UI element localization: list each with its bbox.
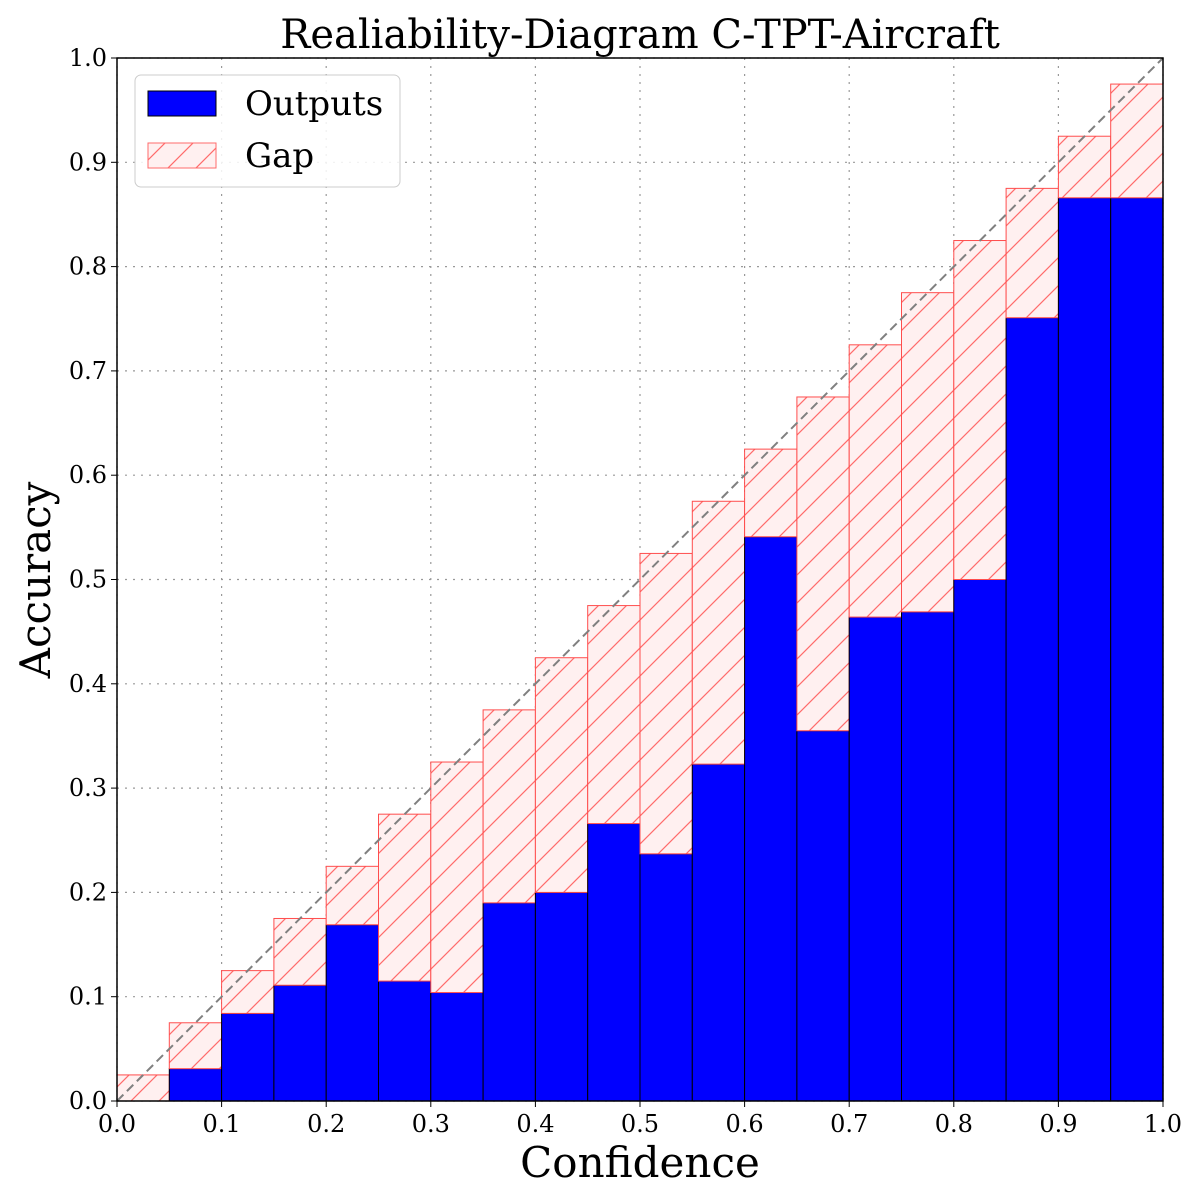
y-tick-label: 0.0 (69, 1087, 107, 1115)
x-tick-label: 0.6 (726, 1110, 764, 1138)
perfect-calibration-line (116, 57, 1164, 1102)
y-tick-label: 0.8 (69, 253, 107, 281)
y-axis-label: Accuracy (11, 481, 60, 679)
gap-bar (1110, 83, 1164, 199)
y-tick-label: 0.2 (69, 878, 107, 906)
output-bar (221, 1012, 275, 1102)
gap-bar (325, 865, 380, 926)
gap-bar (534, 657, 589, 893)
output-bar (1057, 197, 1112, 1102)
output-bar (534, 891, 589, 1102)
y-tick-label: 0.5 (69, 566, 107, 594)
gap-bar (116, 1074, 170, 1102)
output-bar (639, 853, 693, 1102)
y-tick-label: 0.4 (69, 670, 107, 698)
gap-bar (901, 292, 955, 613)
output-bar (378, 980, 432, 1102)
output-bar (430, 992, 484, 1102)
chart-title: Realiability-Diagram C-TPT-Aircraft (280, 12, 1000, 58)
legend-swatch-gap (147, 142, 217, 169)
legend-label-gap: Gap (245, 136, 314, 176)
y-tick-label: 0.3 (69, 774, 107, 802)
gap-bar (430, 761, 484, 994)
gap-bar (221, 970, 275, 1014)
y-tick-label: 0.7 (69, 357, 107, 385)
x-axis-label: Confidence (520, 1138, 760, 1187)
gap-bar (639, 552, 693, 855)
x-tick-label: 1.0 (1144, 1110, 1182, 1138)
y-tick-label: 0.6 (69, 461, 107, 489)
x-tick-label: 0.4 (516, 1110, 554, 1138)
output-bar (482, 902, 536, 1102)
output-bar (273, 984, 327, 1102)
gap-bar (482, 709, 536, 904)
output-bar (796, 730, 850, 1102)
output-bar (848, 616, 903, 1102)
output-bar (1110, 197, 1164, 1102)
gap-bar (953, 240, 1007, 580)
x-tick-label: 0.8 (935, 1110, 973, 1138)
output-bar (901, 611, 955, 1102)
gap-bar (796, 396, 850, 732)
x-tick-label: 0.2 (307, 1110, 345, 1138)
output-bar (168, 1068, 223, 1102)
gap-bar (587, 605, 641, 825)
gap-bar (378, 813, 432, 982)
x-tick-label: 0.0 (98, 1110, 136, 1138)
output-bar (1005, 317, 1059, 1102)
x-tick-label: 0.7 (830, 1110, 868, 1138)
gap-bar (273, 917, 327, 986)
x-tick-label: 0.5 (621, 1110, 659, 1138)
x-tick-label: 0.3 (412, 1110, 450, 1138)
y-tick-label: 1.0 (69, 44, 107, 72)
plot-frame (116, 57, 1164, 1102)
gap-bar (168, 1022, 223, 1070)
output-bar (744, 536, 798, 1102)
output-bar (691, 763, 746, 1102)
gap-bar (1005, 187, 1059, 319)
gap-bar (691, 500, 746, 765)
y-tick-label: 0.1 (69, 983, 107, 1011)
output-bar (325, 924, 380, 1102)
output-bar (587, 823, 641, 1102)
legend-swatch-outputs (147, 90, 217, 117)
legend-label-outputs: Outputs (245, 84, 383, 124)
y-tick-label: 0.9 (69, 148, 107, 176)
gap-bar (848, 344, 903, 618)
x-tick-label: 0.1 (203, 1110, 241, 1138)
gap-bar (744, 448, 798, 538)
output-bar (953, 579, 1007, 1102)
legend: Outputs Gap (134, 74, 401, 188)
gap-bar (1057, 135, 1112, 199)
x-tick-label: 0.9 (1039, 1110, 1077, 1138)
